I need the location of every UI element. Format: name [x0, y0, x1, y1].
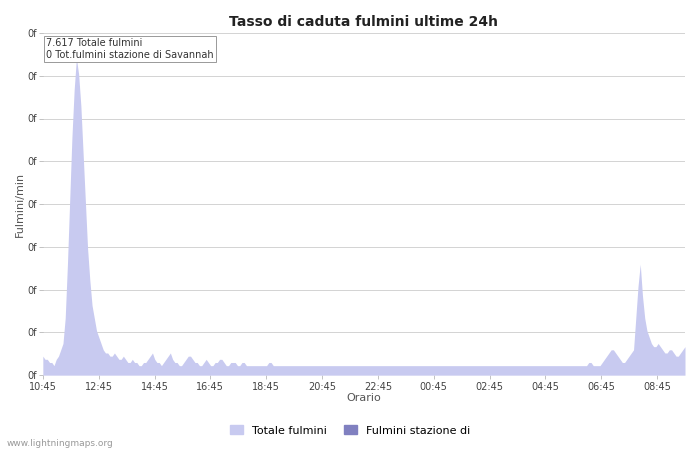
- Y-axis label: Fulmini/min: Fulmini/min: [15, 171, 25, 237]
- Title: Tasso di caduta fulmini ultime 24h: Tasso di caduta fulmini ultime 24h: [230, 15, 498, 29]
- X-axis label: Orario: Orario: [346, 393, 382, 404]
- Legend: Totale fulmini, Fulmini stazione di: Totale fulmini, Fulmini stazione di: [225, 421, 475, 440]
- Text: 7.617 Totale fulmini
0 Tot.fulmini stazione di Savannah: 7.617 Totale fulmini 0 Tot.fulmini stazi…: [46, 38, 214, 60]
- Text: www.lightningmaps.org: www.lightningmaps.org: [7, 439, 113, 448]
